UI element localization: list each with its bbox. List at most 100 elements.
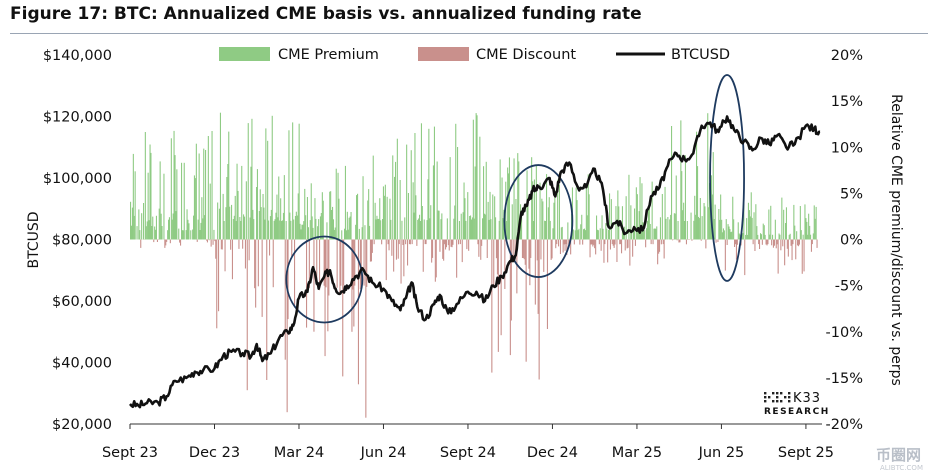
x-tick-label: Jun 25 bbox=[698, 445, 745, 461]
premium-bar bbox=[470, 215, 472, 240]
discount-bar bbox=[598, 239, 600, 245]
premium-bar bbox=[334, 227, 336, 240]
premium-bar bbox=[133, 215, 135, 240]
premium-bar bbox=[297, 193, 299, 240]
discount-bar bbox=[558, 239, 560, 247]
premium-bar bbox=[560, 227, 562, 240]
premium-bar bbox=[572, 229, 574, 240]
x-tick-label: Sept 23 bbox=[102, 445, 158, 461]
discount-bar bbox=[688, 239, 690, 240]
premium-bar bbox=[282, 212, 284, 240]
discount-bar bbox=[759, 239, 761, 249]
premium-bar bbox=[433, 126, 435, 240]
premium-bar bbox=[432, 165, 434, 240]
premium-bar bbox=[364, 225, 366, 240]
premium-bar bbox=[412, 182, 414, 240]
premium-bar bbox=[436, 161, 438, 240]
premium-bar bbox=[574, 230, 576, 240]
premium-bar bbox=[307, 227, 309, 240]
premium-bar bbox=[267, 140, 269, 240]
discount-bar bbox=[504, 239, 506, 289]
premium-bar bbox=[631, 229, 633, 240]
premium-bar bbox=[299, 223, 301, 240]
premium-bar bbox=[345, 230, 347, 240]
left-axis-ticks: $20,000 $40,000 $60,000 $80,000 $100,000 $120… bbox=[43, 48, 112, 433]
annotation-ellipse bbox=[285, 235, 364, 324]
premium-bar bbox=[204, 215, 206, 240]
x-tick-label: Sept 25 bbox=[778, 445, 834, 461]
discount-bar bbox=[629, 239, 631, 266]
premium-bar bbox=[720, 194, 722, 240]
discount-bar bbox=[445, 239, 447, 250]
left-tick-label: $100,000 bbox=[43, 171, 112, 187]
discount-bar bbox=[208, 239, 210, 241]
premium-bar bbox=[799, 206, 801, 240]
premium-bar bbox=[382, 186, 384, 240]
premium-bar bbox=[194, 178, 196, 240]
premium-bar bbox=[747, 202, 749, 240]
discount-bar bbox=[521, 239, 523, 258]
discount-bar bbox=[657, 239, 659, 265]
premium-bar bbox=[630, 205, 632, 240]
premium-bar bbox=[498, 220, 500, 240]
premium-bar bbox=[372, 155, 374, 240]
premium-bar bbox=[275, 212, 277, 240]
premium-bar bbox=[237, 190, 239, 240]
discount-bar bbox=[366, 239, 368, 287]
premium-bar bbox=[602, 228, 604, 240]
discount-bar bbox=[180, 239, 182, 246]
premium-bar bbox=[605, 223, 607, 240]
discount-bar bbox=[735, 239, 737, 245]
premium-bar bbox=[229, 206, 231, 240]
premium-bar bbox=[469, 216, 471, 240]
premium-bar bbox=[233, 215, 235, 240]
premium-bar bbox=[699, 198, 701, 240]
discount-bar bbox=[613, 239, 615, 248]
premium-bar bbox=[796, 231, 798, 240]
premium-bar bbox=[283, 175, 285, 240]
premium-bar bbox=[349, 216, 351, 240]
premium-bar bbox=[201, 197, 203, 240]
premium-bar bbox=[506, 221, 508, 240]
premium-bar bbox=[778, 233, 780, 240]
discount-bar bbox=[717, 239, 719, 242]
discount-bar bbox=[397, 239, 399, 259]
premium-bar bbox=[596, 229, 598, 240]
logo-dot bbox=[788, 400, 791, 403]
discount-bar bbox=[735, 239, 737, 260]
premium-bar bbox=[458, 221, 460, 240]
premium-bar bbox=[163, 173, 165, 240]
premium-bar bbox=[805, 218, 807, 240]
discount-bar bbox=[546, 239, 548, 329]
premium-bar bbox=[181, 162, 183, 240]
x-tick-label: Dec 23 bbox=[189, 445, 240, 461]
discount-bar bbox=[700, 239, 702, 241]
legend-label-premium: CME Premium bbox=[278, 47, 379, 63]
premium-bar bbox=[535, 165, 537, 240]
logo-dot bbox=[776, 392, 779, 395]
premium-bar bbox=[644, 230, 646, 240]
premium-bar bbox=[423, 219, 425, 240]
premium-bar bbox=[394, 176, 396, 240]
premium-bar bbox=[228, 131, 230, 240]
premium-bar bbox=[195, 143, 197, 240]
discount-bar bbox=[435, 239, 437, 278]
premium-bar bbox=[704, 206, 706, 240]
right-tick-label: -5% bbox=[835, 279, 863, 295]
premium-bar bbox=[421, 206, 423, 240]
premium-bar bbox=[344, 165, 346, 240]
discount-bar bbox=[582, 239, 584, 245]
premium-bar bbox=[709, 183, 711, 240]
premium-bar bbox=[332, 206, 334, 240]
premium-bar bbox=[489, 191, 491, 240]
discount-bar bbox=[773, 239, 775, 246]
premium-bar bbox=[673, 213, 675, 240]
discount-bar bbox=[448, 239, 450, 251]
premium-bar bbox=[553, 202, 555, 240]
premium-bar bbox=[294, 216, 296, 240]
discount-bar bbox=[439, 239, 441, 252]
premium-bar bbox=[731, 231, 733, 240]
discount-bar bbox=[153, 239, 155, 243]
bar-layer bbox=[130, 112, 818, 418]
discount-bar bbox=[497, 239, 499, 352]
